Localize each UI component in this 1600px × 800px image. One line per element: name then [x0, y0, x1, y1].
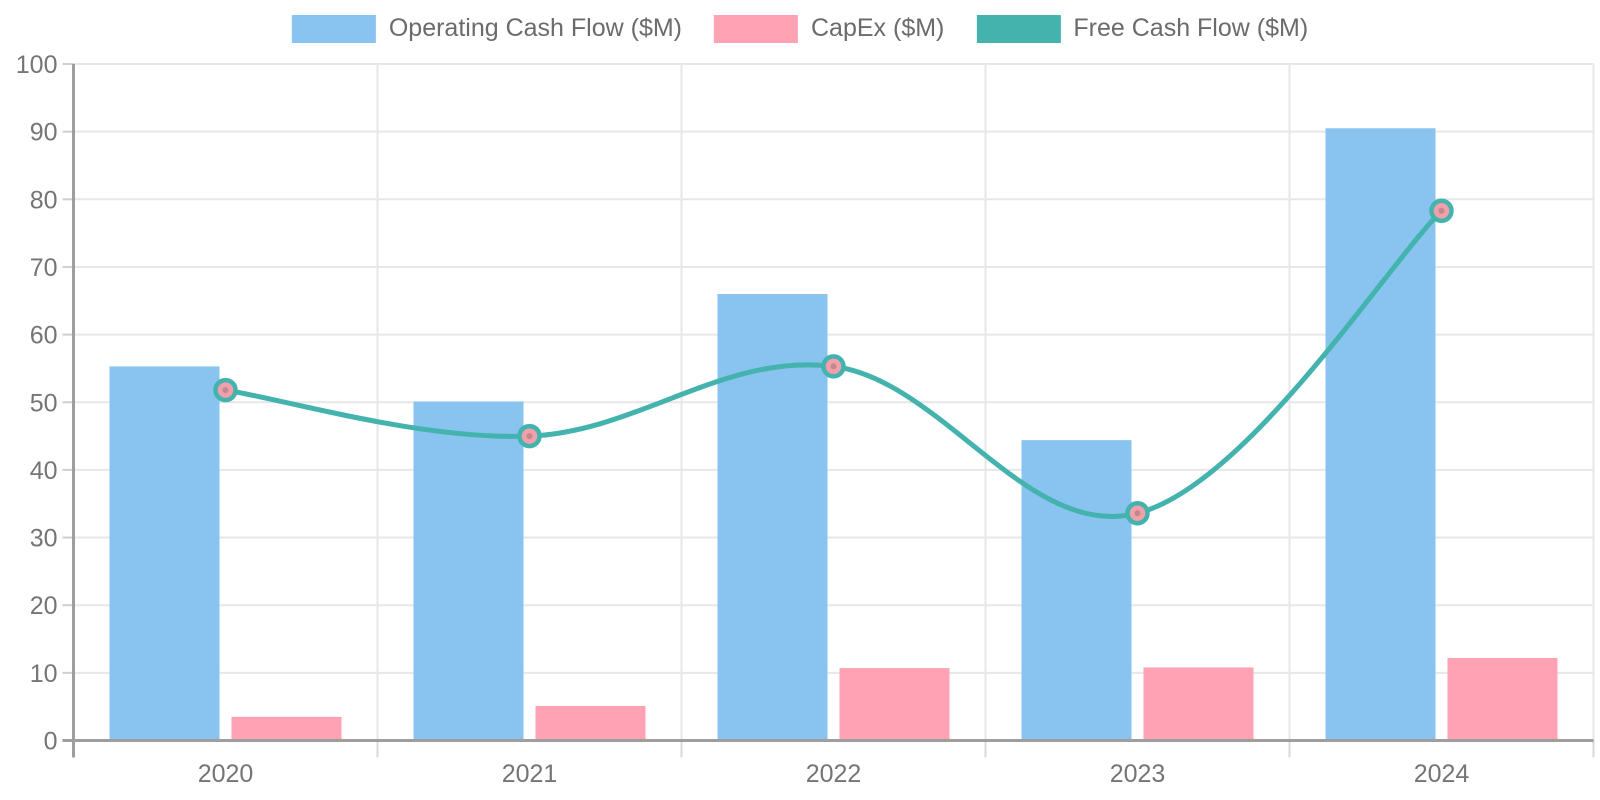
bar-operating-cash-flow-2023[interactable]	[1021, 440, 1132, 741]
x-tick-label-2021: 2021	[502, 760, 558, 788]
legend-swatch-free-cash-flow	[976, 14, 1061, 43]
free-cash-flow-point-dot-2024	[1438, 207, 1445, 214]
legend-item-operating-cash-flow[interactable]: Operating Cash Flow ($M)	[291, 14, 683, 43]
y-tick-label-90: 90	[30, 119, 58, 147]
free-cash-flow-point-dot-2021	[526, 433, 533, 440]
bar-capex-2022[interactable]	[839, 668, 950, 741]
bar-operating-cash-flow-2020[interactable]	[109, 366, 220, 741]
y-tick-label-30: 30	[30, 525, 58, 553]
y-tick-label-100: 100	[16, 51, 58, 79]
bar-capex-2024[interactable]	[1447, 657, 1558, 741]
legend-label-operating-cash-flow: Operating Cash Flow ($M)	[388, 14, 683, 42]
bar-operating-cash-flow-2021[interactable]	[413, 401, 524, 741]
legend-label-free-cash-flow: Free Cash Flow ($M)	[1073, 14, 1309, 42]
legend-label-capex: CapEx ($M)	[811, 14, 945, 42]
y-tick-label-70: 70	[30, 254, 58, 282]
x-tick-label-2024: 2024	[1414, 760, 1470, 788]
y-tick-label-60: 60	[30, 322, 58, 350]
legend-swatch-capex	[714, 14, 799, 43]
bar-operating-cash-flow-2024[interactable]	[1325, 128, 1436, 741]
legend-item-free-cash-flow[interactable]: Free Cash Flow ($M)	[976, 14, 1308, 43]
free-cash-flow-line[interactable]	[223, 208, 1444, 519]
y-tick-label-0: 0	[44, 728, 58, 756]
bar-capex-2020[interactable]	[231, 716, 342, 741]
y-tick-label-10: 10	[30, 660, 58, 688]
y-tick-label-50: 50	[30, 389, 58, 417]
y-tick-label-40: 40	[30, 457, 58, 485]
x-tick-label-2022: 2022	[806, 760, 862, 788]
free-cash-flow-point-dot-2023	[1134, 510, 1141, 517]
bar-capex-2023[interactable]	[1143, 667, 1254, 741]
x-tick-label-2020: 2020	[198, 760, 254, 788]
legend-swatch-operating-cash-flow	[291, 14, 376, 43]
x-tick-label-2023: 2023	[1110, 760, 1166, 788]
free-cash-flow-point-dot-2020	[222, 387, 229, 394]
legend-item-capex[interactable]: CapEx ($M)	[714, 14, 944, 43]
free-cash-flow-point-dot-2022	[830, 363, 837, 370]
y-tick-label-80: 80	[30, 186, 58, 214]
y-tick-label-20: 20	[30, 592, 58, 620]
bar-operating-cash-flow-2022[interactable]	[717, 294, 828, 741]
bar-capex-2021[interactable]	[535, 705, 646, 741]
chart-legend: Operating Cash Flow ($M) CapEx ($M) Free…	[291, 14, 1308, 43]
